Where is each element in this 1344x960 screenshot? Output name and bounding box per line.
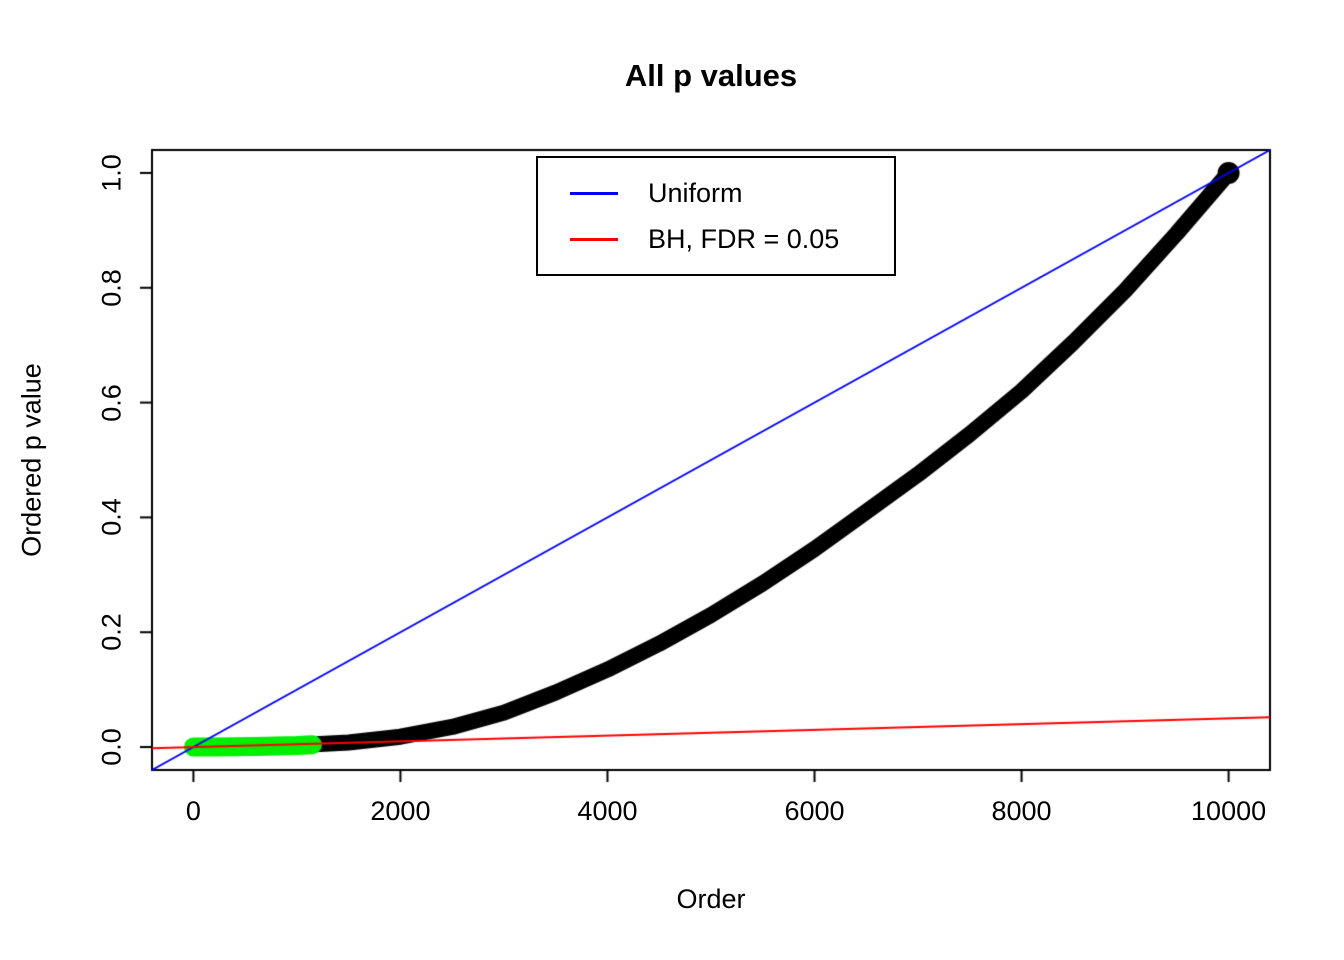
y-tick-label: 0.2 bbox=[96, 613, 127, 651]
x-tick-label: 4000 bbox=[577, 796, 638, 826]
y-tick-label: 1.0 bbox=[96, 154, 127, 192]
x-tick-label: 0 bbox=[185, 796, 201, 826]
y-tick-label: 0.0 bbox=[96, 728, 127, 766]
x-tick-label: 8000 bbox=[991, 796, 1052, 826]
legend-item-bh: BH, FDR = 0.05 bbox=[538, 216, 894, 262]
x-axis-label: Order bbox=[676, 884, 746, 914]
bh-line-swatch bbox=[570, 237, 618, 241]
y-tick-label: 0.8 bbox=[96, 268, 127, 307]
x-tick-label: 10000 bbox=[1191, 796, 1267, 826]
x-tick-label: 2000 bbox=[370, 796, 431, 826]
x-tick-label: 6000 bbox=[784, 796, 845, 826]
legend: Uniform BH, FDR = 0.05 bbox=[536, 156, 896, 276]
legend-label-bh: BH, FDR = 0.05 bbox=[648, 223, 840, 254]
y-axis-label: Ordered p value bbox=[16, 363, 47, 557]
chart-title: All p values bbox=[624, 58, 798, 93]
uniform-line-swatch bbox=[570, 191, 618, 195]
y-tick-label: 0.6 bbox=[96, 383, 127, 422]
legend-label-uniform: Uniform bbox=[648, 177, 743, 208]
legend-item-uniform: Uniform bbox=[538, 170, 894, 216]
y-tick-label: 0.4 bbox=[96, 498, 127, 537]
